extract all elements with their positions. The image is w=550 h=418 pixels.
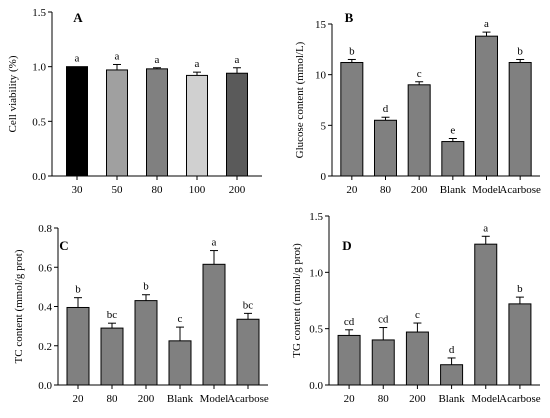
bar — [134, 300, 158, 386]
bar — [475, 35, 498, 177]
x-tick-label: Blank — [438, 393, 465, 405]
significance-label: a — [212, 237, 217, 249]
y-tick-label: 0.2 — [38, 341, 52, 353]
y-tick-label: 1.0 — [309, 267, 323, 279]
y-tick-label: 0.5 — [32, 116, 46, 128]
significance-label: b — [349, 45, 355, 57]
y-tick-label: 0.0 — [32, 171, 46, 183]
x-tick-label: 200 — [409, 393, 426, 405]
bar — [146, 68, 168, 177]
y-tick-label: 10 — [315, 70, 327, 82]
y-tick-label: 1.5 — [309, 211, 323, 223]
y-axis-title: Glucose content (mmol/L) — [294, 41, 306, 158]
y-tick-label: 0 — [321, 171, 327, 183]
bar — [474, 243, 498, 386]
significance-label: bc — [107, 309, 118, 321]
significance-label: a — [484, 18, 489, 30]
significance-label: a — [483, 222, 488, 234]
x-tick-label: Model — [472, 184, 501, 196]
panel-letter: A — [73, 10, 83, 25]
y-tick-label: 1.0 — [32, 62, 46, 74]
significance-label: d — [449, 344, 455, 356]
significance-label: cd — [344, 316, 355, 328]
bar — [374, 119, 397, 177]
y-tick-label: 0.0 — [38, 380, 52, 392]
bar — [100, 327, 124, 386]
bar — [407, 84, 431, 177]
y-tick-label: 1.5 — [32, 7, 46, 19]
x-tick-label: Model — [200, 393, 229, 405]
bar — [371, 339, 395, 386]
significance-label: a — [235, 54, 240, 66]
panel-letter: D — [342, 238, 351, 253]
y-tick-label: 0.0 — [309, 380, 323, 392]
significance-label: a — [155, 54, 160, 66]
bar — [168, 340, 192, 386]
chart-panel-d: 0.00.51.01.5TG content (mmol/g prot) Dcd2… — [291, 211, 541, 405]
significance-label: b — [517, 45, 523, 57]
significance-label: e — [450, 125, 455, 137]
y-tick-label: 0.5 — [309, 324, 323, 336]
y-tick-label: 0.4 — [38, 302, 52, 314]
significance-label: a — [75, 53, 80, 65]
significance-label: b — [517, 283, 523, 295]
y-tick-label: 0.8 — [38, 223, 52, 235]
x-tick-label: 20 — [344, 393, 356, 405]
bar — [508, 62, 532, 177]
x-tick-label: 30 — [72, 184, 84, 196]
x-tick-label: Acarbose — [499, 184, 541, 196]
chart-panel-a: 0.0 0.5 1.0 1.5 Cell viability (%) Aa 30 a 50 a 80… — [7, 7, 262, 196]
significance-label: a — [195, 58, 200, 70]
y-axis-title: TG content (mmol/g prot) — [291, 243, 303, 358]
bar — [226, 72, 248, 177]
significance-label: bc — [243, 299, 254, 311]
significance-label: b — [75, 284, 81, 296]
bar — [106, 69, 128, 177]
x-tick-label: 20 — [346, 184, 358, 196]
bar — [337, 334, 361, 386]
x-tick-label: Acarbose — [499, 393, 541, 405]
panel-letter: C — [59, 238, 68, 253]
chart-panel-c: 0.0 0.2 0.4 0.6 0.8 TC content (mmol/g prot) C… — [13, 223, 269, 405]
bar — [405, 331, 429, 386]
significance-label: d — [383, 103, 389, 115]
y-tick-label: 5 — [321, 120, 327, 132]
bar — [202, 263, 226, 386]
bar — [66, 306, 90, 386]
bar — [340, 62, 364, 177]
bar — [508, 303, 532, 386]
x-tick-label: 50 — [112, 184, 124, 196]
significance-label: c — [178, 313, 183, 325]
panel-letter: B — [345, 10, 354, 25]
bar — [441, 141, 465, 177]
x-tick-label: 80 — [378, 393, 390, 405]
significance-label: cd — [378, 314, 389, 326]
x-tick-label: 100 — [189, 184, 206, 196]
x-tick-label: 80 — [380, 184, 392, 196]
x-tick-label: 80 — [152, 184, 164, 196]
bar — [440, 364, 464, 386]
y-axis-title: TC content (mmol/g prot) — [13, 249, 25, 363]
significance-label: b — [143, 281, 149, 293]
significance-label: c — [417, 68, 422, 80]
y-axis-title: Cell viability (%) — [7, 55, 19, 132]
bar — [186, 74, 208, 177]
significance-label: c — [415, 309, 420, 321]
bar — [236, 318, 260, 386]
bar — [66, 66, 88, 177]
x-tick-label: 200 — [411, 184, 428, 196]
y-tick-label: 0.6 — [38, 262, 52, 274]
x-tick-label: 200 — [229, 184, 246, 196]
x-tick-label: Model — [471, 393, 500, 405]
x-tick-label: 80 — [107, 393, 119, 405]
x-tick-label: Blank — [440, 184, 467, 196]
chart-panel-b: 0 5 10 15 Glucose content (mmol/L) Bb 20 d 80 c 20… — [294, 10, 541, 196]
y-tick-label: 15 — [315, 19, 327, 31]
x-tick-label: Blank — [167, 393, 194, 405]
significance-label: a — [115, 50, 120, 62]
x-tick-label: 20 — [73, 393, 85, 405]
x-tick-label: 200 — [138, 393, 155, 405]
x-tick-label: Acarbose — [227, 393, 269, 405]
